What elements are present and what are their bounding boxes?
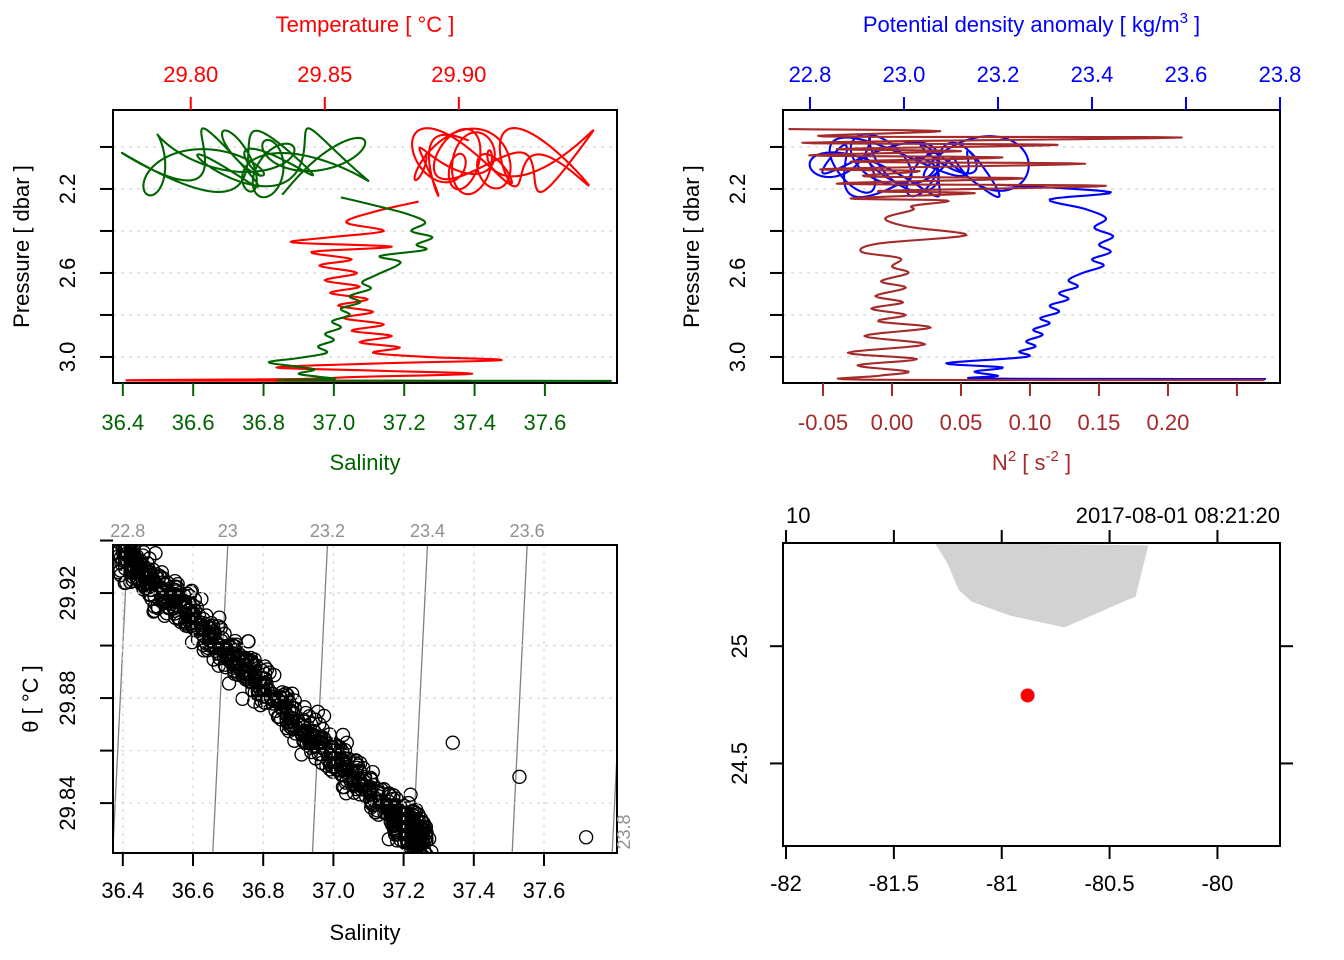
longitude-tick-label: -80.5 xyxy=(1085,871,1135,896)
salinity-tick-label: 36.8 xyxy=(242,878,285,903)
top-axis: 29.80 29.85 29.90 Temperature [ °C ] xyxy=(163,12,486,110)
salinity-tick-label: 37.4 xyxy=(452,878,495,903)
bottom-axis-tick-label: 36.8 xyxy=(242,410,285,435)
top-axis-tick-label: 29.80 xyxy=(163,62,218,87)
top-axis-tick-label: 23.6 xyxy=(1165,62,1208,87)
salinity-tick-label: 36.4 xyxy=(101,878,144,903)
top-axis-tick-label: 22.8 xyxy=(789,62,832,87)
bottom-axis-tick-label: 37.6 xyxy=(523,410,566,435)
station-number-label: 10 xyxy=(786,503,810,528)
top-axis: 22.8 23.0 23.2 23.4 23.6 23.8 Potential densit… xyxy=(789,10,1302,110)
pressure-axis-title: Pressure [ dbar ] xyxy=(679,165,704,328)
pressure-tick-label: 2.6 xyxy=(725,258,750,289)
map-layer xyxy=(934,543,1149,703)
theta-axis: 29.92 29.88 29.84 θ [ °C ] xyxy=(18,539,113,831)
pressure-tick-label: 3.0 xyxy=(55,342,80,373)
longitude-tick-label: -82 xyxy=(770,871,802,896)
pressure-axis: 2.2 2.6 3.0 Pressure [ dbar ] xyxy=(9,145,113,373)
station-location-dot xyxy=(1020,688,1035,703)
salinity-axis: 36.4 36.6 36.8 37.0 37.2 37.4 37.6 Salinity xyxy=(101,853,565,945)
salinity-tick-label: 37.0 xyxy=(312,878,355,903)
salinity-tick-label: 36.6 xyxy=(172,878,215,903)
pressure-tick-label: 2.2 xyxy=(725,174,750,205)
ts-data-layer xyxy=(113,545,617,853)
pressure-tick-label: 3.0 xyxy=(725,342,750,373)
longitude-tick-label: -81 xyxy=(986,871,1018,896)
plot-box xyxy=(782,542,1281,847)
isopycnal-label: 22.8 xyxy=(110,521,145,541)
salinity-tick-label: 37.2 xyxy=(382,878,425,903)
pressure-gridlines xyxy=(783,146,1280,358)
temperature-salinity-profile-panel-series-layer xyxy=(120,127,612,382)
bottom-axis-tick-label: 36.6 xyxy=(172,410,215,435)
pressure-axis-title: Pressure [ dbar ] xyxy=(9,165,34,328)
bottom-axis-tick-label: 0.05 xyxy=(940,410,983,435)
isopycnal-label: 23.4 xyxy=(410,521,445,541)
plot-box xyxy=(112,109,618,384)
isopycnal-label-right: 23.8 xyxy=(614,814,634,849)
bottom-axis-tick-label: 36.4 xyxy=(101,410,144,435)
station-datetime-label: 2017-08-01 08:21:20 xyxy=(1076,503,1280,528)
top-axis-tick-label: 23.4 xyxy=(1071,62,1114,87)
theta-tick-label: 29.88 xyxy=(55,671,80,726)
isopycnal-label: 23.6 xyxy=(510,521,545,541)
bottom-axis-tick-label: 37.2 xyxy=(383,410,426,435)
isopycnal-labels: 22.8 23 23.2 23.4 23.6 23.8 xyxy=(110,521,634,850)
bottom-axis-tick-label: 0.10 xyxy=(1009,410,1052,435)
pressure-axis: 2.2 2.6 3.0 Pressure [ dbar ] xyxy=(679,145,783,373)
lon-axis: -82 -81.5 -81 -80.5 -80 xyxy=(770,530,1233,896)
top-axis-title: Potential density anomaly [ kg/m3 ] xyxy=(863,10,1200,37)
ts-scatter-points xyxy=(113,545,594,853)
latitude-tick-label: 24.5 xyxy=(727,742,752,785)
bottom-axis-tick-label: 0.15 xyxy=(1078,410,1121,435)
longitude-tick-label: -80 xyxy=(1202,871,1234,896)
top-axis-tick-label: 29.85 xyxy=(297,62,352,87)
coastline-land xyxy=(934,543,1149,628)
bottom-axis-tick-label: 0.20 xyxy=(1147,410,1190,435)
isopycnal-label: 23 xyxy=(218,521,238,541)
bottom-axis-tick-label: 37.4 xyxy=(453,410,496,435)
bottom-axis-tick-label: 37.0 xyxy=(312,410,355,435)
theta-tick-label: 29.84 xyxy=(55,776,80,831)
station-map-panel: -82 -81.5 -81 -80.5 -80 25 24.5 10 2017-08-01 08… xyxy=(727,503,1293,896)
top-axis-tick-label: 23.8 xyxy=(1259,62,1302,87)
pressure-tick-label: 2.6 xyxy=(55,258,80,289)
lat-axis: 25 24.5 xyxy=(727,634,1293,785)
bottom-axis: 36.4 36.6 36.8 37.0 37.2 37.4 37.6 Salinity xyxy=(101,383,566,475)
plot-box xyxy=(782,109,1281,384)
density-n2-profile-panel: 22.8 23.0 23.2 23.4 23.6 23.8 Potential densit… xyxy=(679,10,1301,475)
bottom-axis-title: N2 [ s-2 ] xyxy=(992,448,1071,475)
pressure-tick-label: 2.2 xyxy=(55,174,80,205)
bottom-axis: -0.05 0.00 0.05 0.10 0.15 0.20 N2 [ s-2 ] xyxy=(798,383,1238,475)
salinity-tick-label: 37.6 xyxy=(523,878,566,903)
isopycnal-label: 23.2 xyxy=(310,521,345,541)
theta-axis-title: θ [ °C ] xyxy=(18,665,43,732)
top-axis-tick-label: 23.0 xyxy=(883,62,926,87)
bottom-axis-tick-label: -0.05 xyxy=(798,410,848,435)
bottom-axis-title: Salinity xyxy=(330,450,401,475)
theta-tick-label: 29.92 xyxy=(55,566,80,621)
longitude-tick-label: -81.5 xyxy=(869,871,919,896)
latitude-tick-label: 25 xyxy=(727,634,752,658)
temperature-series xyxy=(125,127,595,382)
top-axis-tick-label: 23.2 xyxy=(977,62,1020,87)
salinity-axis-title: Salinity xyxy=(330,920,401,945)
top-axis-title: Temperature [ °C ] xyxy=(276,12,455,37)
salinity-series xyxy=(120,127,612,382)
bottom-axis-tick-label: 0.00 xyxy=(871,410,914,435)
ts-gridlines xyxy=(113,545,617,853)
n2-buoyancy-frequency-series xyxy=(788,128,1265,382)
ts-diagram-panel: 22.8 23 23.2 23.4 23.6 23.8 36.4 36.6 36.8 37.0 37… xyxy=(18,521,634,945)
top-axis-tick-label: 29.90 xyxy=(431,62,486,87)
density-n2-profile-panel-series-layer xyxy=(788,128,1266,382)
